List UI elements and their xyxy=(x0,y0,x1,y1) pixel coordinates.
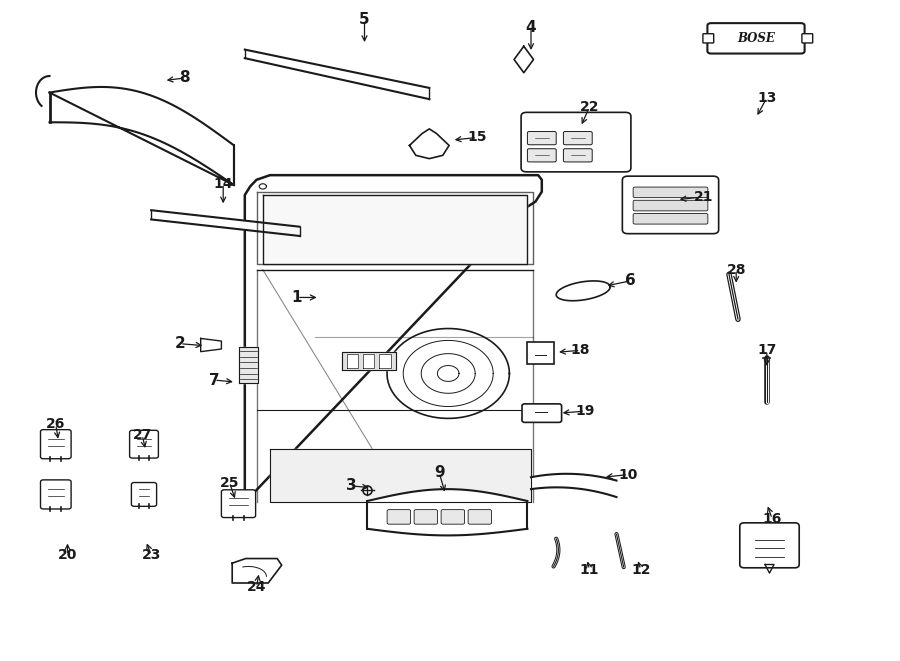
Polygon shape xyxy=(410,129,449,159)
Text: 24: 24 xyxy=(247,580,266,594)
Polygon shape xyxy=(514,46,534,73)
Polygon shape xyxy=(367,489,527,535)
FancyBboxPatch shape xyxy=(131,483,157,506)
Text: 14: 14 xyxy=(213,176,233,191)
FancyBboxPatch shape xyxy=(40,430,71,459)
FancyBboxPatch shape xyxy=(802,34,813,43)
Polygon shape xyxy=(346,354,358,368)
Text: 22: 22 xyxy=(580,100,599,114)
FancyBboxPatch shape xyxy=(740,523,799,568)
FancyBboxPatch shape xyxy=(527,342,554,364)
Polygon shape xyxy=(232,559,282,583)
Text: 27: 27 xyxy=(132,428,152,442)
Text: 20: 20 xyxy=(58,548,77,563)
FancyBboxPatch shape xyxy=(634,200,707,211)
Text: 28: 28 xyxy=(726,262,746,277)
Polygon shape xyxy=(245,175,542,502)
Text: 16: 16 xyxy=(762,512,782,526)
FancyBboxPatch shape xyxy=(441,510,464,524)
Polygon shape xyxy=(245,50,429,99)
FancyBboxPatch shape xyxy=(527,149,556,162)
Text: 10: 10 xyxy=(618,467,638,482)
Text: 3: 3 xyxy=(346,479,356,493)
Polygon shape xyxy=(379,354,391,368)
Polygon shape xyxy=(201,338,221,352)
Text: 25: 25 xyxy=(220,475,239,490)
Text: 13: 13 xyxy=(757,91,777,105)
Text: 18: 18 xyxy=(571,343,590,358)
FancyBboxPatch shape xyxy=(130,430,158,458)
FancyBboxPatch shape xyxy=(623,176,718,234)
Text: 1: 1 xyxy=(292,290,302,305)
FancyBboxPatch shape xyxy=(414,510,437,524)
Text: 9: 9 xyxy=(434,465,445,480)
FancyBboxPatch shape xyxy=(563,132,592,145)
Polygon shape xyxy=(531,474,617,497)
Polygon shape xyxy=(270,449,531,502)
Polygon shape xyxy=(556,281,610,301)
Polygon shape xyxy=(342,352,396,370)
Polygon shape xyxy=(363,354,374,368)
Polygon shape xyxy=(50,87,234,185)
Text: 6: 6 xyxy=(625,274,635,288)
Text: 4: 4 xyxy=(526,20,536,35)
FancyBboxPatch shape xyxy=(522,404,562,422)
FancyBboxPatch shape xyxy=(703,34,714,43)
Polygon shape xyxy=(238,347,258,383)
Text: 5: 5 xyxy=(359,13,370,27)
FancyBboxPatch shape xyxy=(707,23,805,54)
Text: 11: 11 xyxy=(580,563,599,577)
FancyBboxPatch shape xyxy=(521,112,631,172)
Text: 17: 17 xyxy=(757,343,777,358)
Text: 23: 23 xyxy=(141,548,161,563)
Text: BOSE: BOSE xyxy=(737,32,775,45)
Text: 2: 2 xyxy=(175,336,185,351)
Polygon shape xyxy=(263,195,526,264)
Text: 12: 12 xyxy=(631,563,651,577)
Text: 21: 21 xyxy=(694,190,714,204)
FancyBboxPatch shape xyxy=(527,132,556,145)
FancyBboxPatch shape xyxy=(634,187,707,198)
Text: 19: 19 xyxy=(575,404,595,418)
Text: 7: 7 xyxy=(209,373,220,387)
Text: 8: 8 xyxy=(179,71,190,85)
FancyBboxPatch shape xyxy=(387,510,410,524)
FancyBboxPatch shape xyxy=(221,490,256,518)
FancyBboxPatch shape xyxy=(634,214,707,224)
FancyBboxPatch shape xyxy=(563,149,592,162)
Polygon shape xyxy=(151,210,300,236)
Text: 15: 15 xyxy=(467,130,487,145)
Text: 26: 26 xyxy=(46,417,66,432)
FancyBboxPatch shape xyxy=(40,480,71,509)
FancyBboxPatch shape xyxy=(468,510,491,524)
